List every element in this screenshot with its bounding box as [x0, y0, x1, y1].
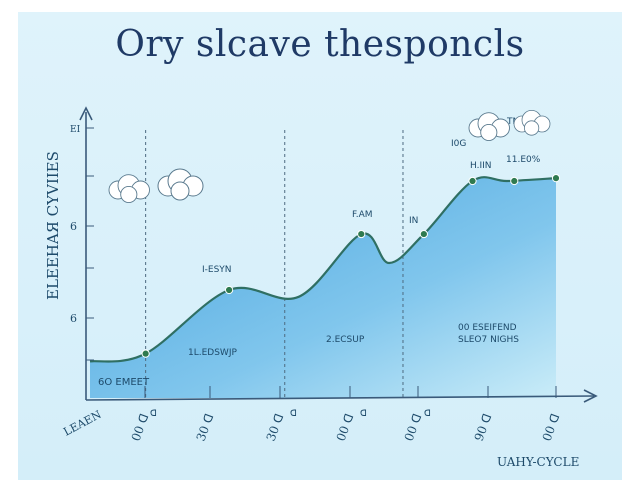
- data-point-4: [419, 229, 428, 239]
- data-point-6: [510, 176, 519, 186]
- annotation-3: I-ESYN: [202, 265, 232, 275]
- x-tick-label-6: 90 ᗡ: [472, 412, 495, 443]
- x-tick-label-2: 30 ᗡ: [194, 412, 217, 443]
- data-point-5: [468, 176, 477, 186]
- x-tick-sub-1: ᗡ: [150, 409, 157, 419]
- cloud-icon-3: [468, 112, 510, 142]
- y-tick-label-3: 6: [70, 312, 77, 325]
- watermark-text: UAHY-CYCLE: [497, 455, 579, 469]
- cloud-icon-1-puff: [120, 185, 138, 204]
- area-fill: [90, 177, 556, 398]
- annotation-9: I0G: [451, 139, 466, 149]
- x-tick-sub-3: ᗡ: [360, 409, 367, 419]
- x-axis: [85, 395, 595, 401]
- annotation-11: H.IIN: [470, 161, 492, 171]
- x-axis-arrow: [583, 389, 598, 403]
- y-tick-label-1: EI: [70, 125, 81, 135]
- annotation-6: IN: [409, 216, 418, 226]
- annotation-7: 00 ESEIFEND: [458, 323, 517, 333]
- data-point-3: [357, 229, 366, 239]
- x-tick-sub-4: ᗡ: [424, 409, 431, 419]
- cloud-icon-4-puff: [524, 120, 540, 136]
- x-tick-label-7: 00 ᗡ: [540, 412, 563, 443]
- x-tick-sub-2: ᗡ: [290, 409, 297, 419]
- annotation-12: 11.E0%: [506, 155, 541, 165]
- y-axis-arrow: [79, 106, 93, 121]
- annotation-5: F.AM: [352, 210, 373, 220]
- cloud-icon-2: [157, 168, 204, 201]
- y-axis-label: ELEEHAЯ CYVIIES: [44, 151, 62, 300]
- cloud-icon-2-puff: [170, 181, 190, 201]
- x-tick-label-5: 00 ᗡ: [402, 412, 425, 443]
- series-line: [89, 176, 557, 363]
- annotation-8: SLEO7 NIGHS: [458, 335, 519, 345]
- data-point-2: [225, 285, 234, 295]
- annotation-1: 6O EMEET: [98, 377, 150, 388]
- annotation-4: 2.ECSUP: [326, 335, 365, 345]
- y-tick-label-2: 6: [70, 220, 77, 233]
- x-tick-label-4: 00 ᗡ: [334, 412, 357, 443]
- cloud-icon-4: [513, 109, 551, 136]
- annotation-2: 1L.EDSWJP: [188, 348, 237, 358]
- x-tick-label-3: 30 ᗡ: [264, 412, 287, 443]
- x-tick-label-1: 00 ᗡ: [129, 412, 152, 443]
- x-axis-label: LEAEN: [61, 408, 104, 439]
- chart-title: Ory slcave thesponcls: [115, 24, 525, 65]
- cloud-icon-3-puff: [480, 123, 498, 142]
- data-point-1: [141, 349, 150, 358]
- cloud-icon-1: [108, 174, 150, 204]
- data-point-7: [551, 174, 561, 183]
